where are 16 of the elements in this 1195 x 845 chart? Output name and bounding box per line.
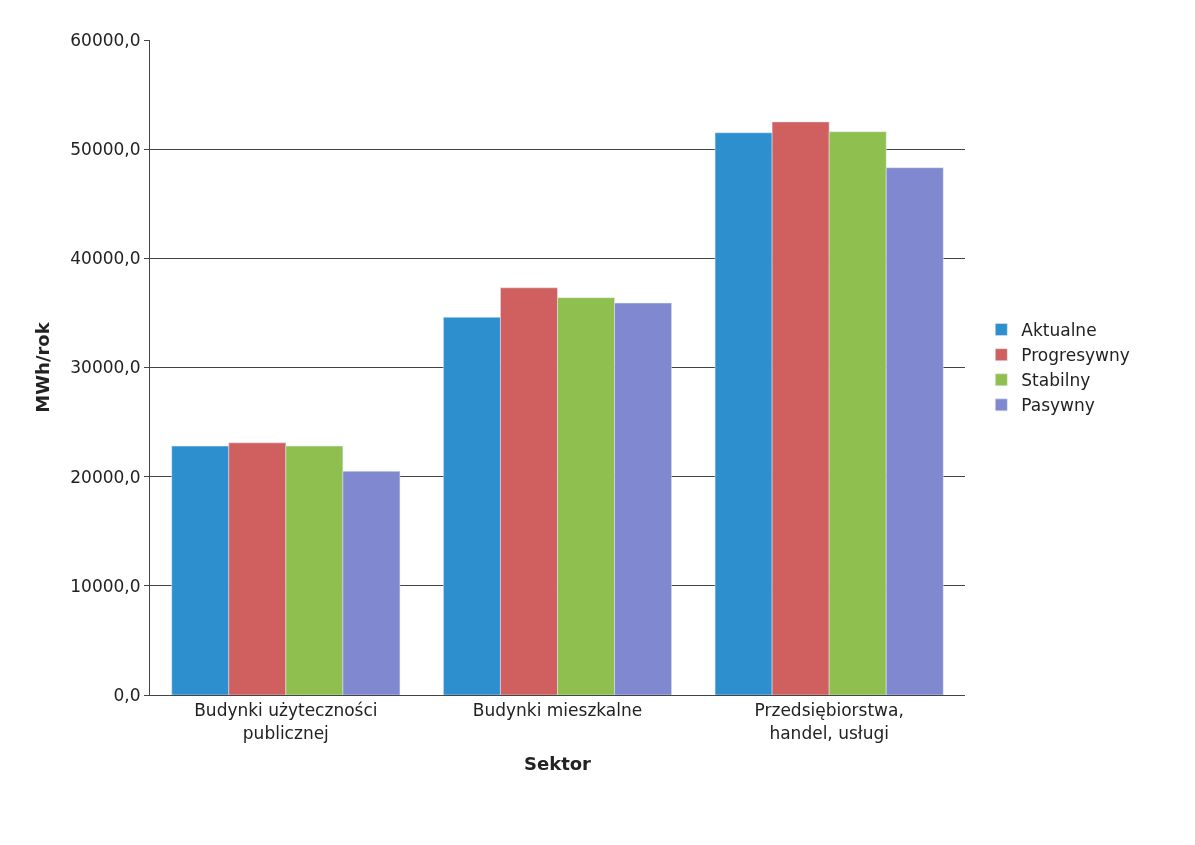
y-tick-label: 0,0 bbox=[113, 684, 141, 705]
y-tick-label: 50000,0 bbox=[70, 139, 141, 160]
y-axis-title: MWh/rok bbox=[32, 321, 54, 413]
y-tick-label: 60000,0 bbox=[70, 29, 141, 50]
y-tick-label: 40000,0 bbox=[70, 248, 141, 269]
legend-label: Progresywny bbox=[1021, 345, 1130, 366]
legend-label: Aktualne bbox=[1021, 320, 1097, 341]
legend-label: Pasywny bbox=[1021, 395, 1095, 416]
x-axis-title: Sektor bbox=[524, 752, 592, 774]
legend-label: Stabilny bbox=[1021, 370, 1091, 391]
y-tick-label: 10000,0 bbox=[70, 575, 141, 596]
y-tick-label: 30000,0 bbox=[70, 357, 141, 378]
x-tick-label: Budynki mieszkalne bbox=[472, 700, 643, 721]
y-tick-label: 20000,0 bbox=[70, 466, 141, 487]
x-tick-label: Przedsiębiorstwa, handel, usługi bbox=[754, 700, 904, 743]
x-tick-label: Budynki użyteczności publicznej bbox=[194, 700, 378, 743]
